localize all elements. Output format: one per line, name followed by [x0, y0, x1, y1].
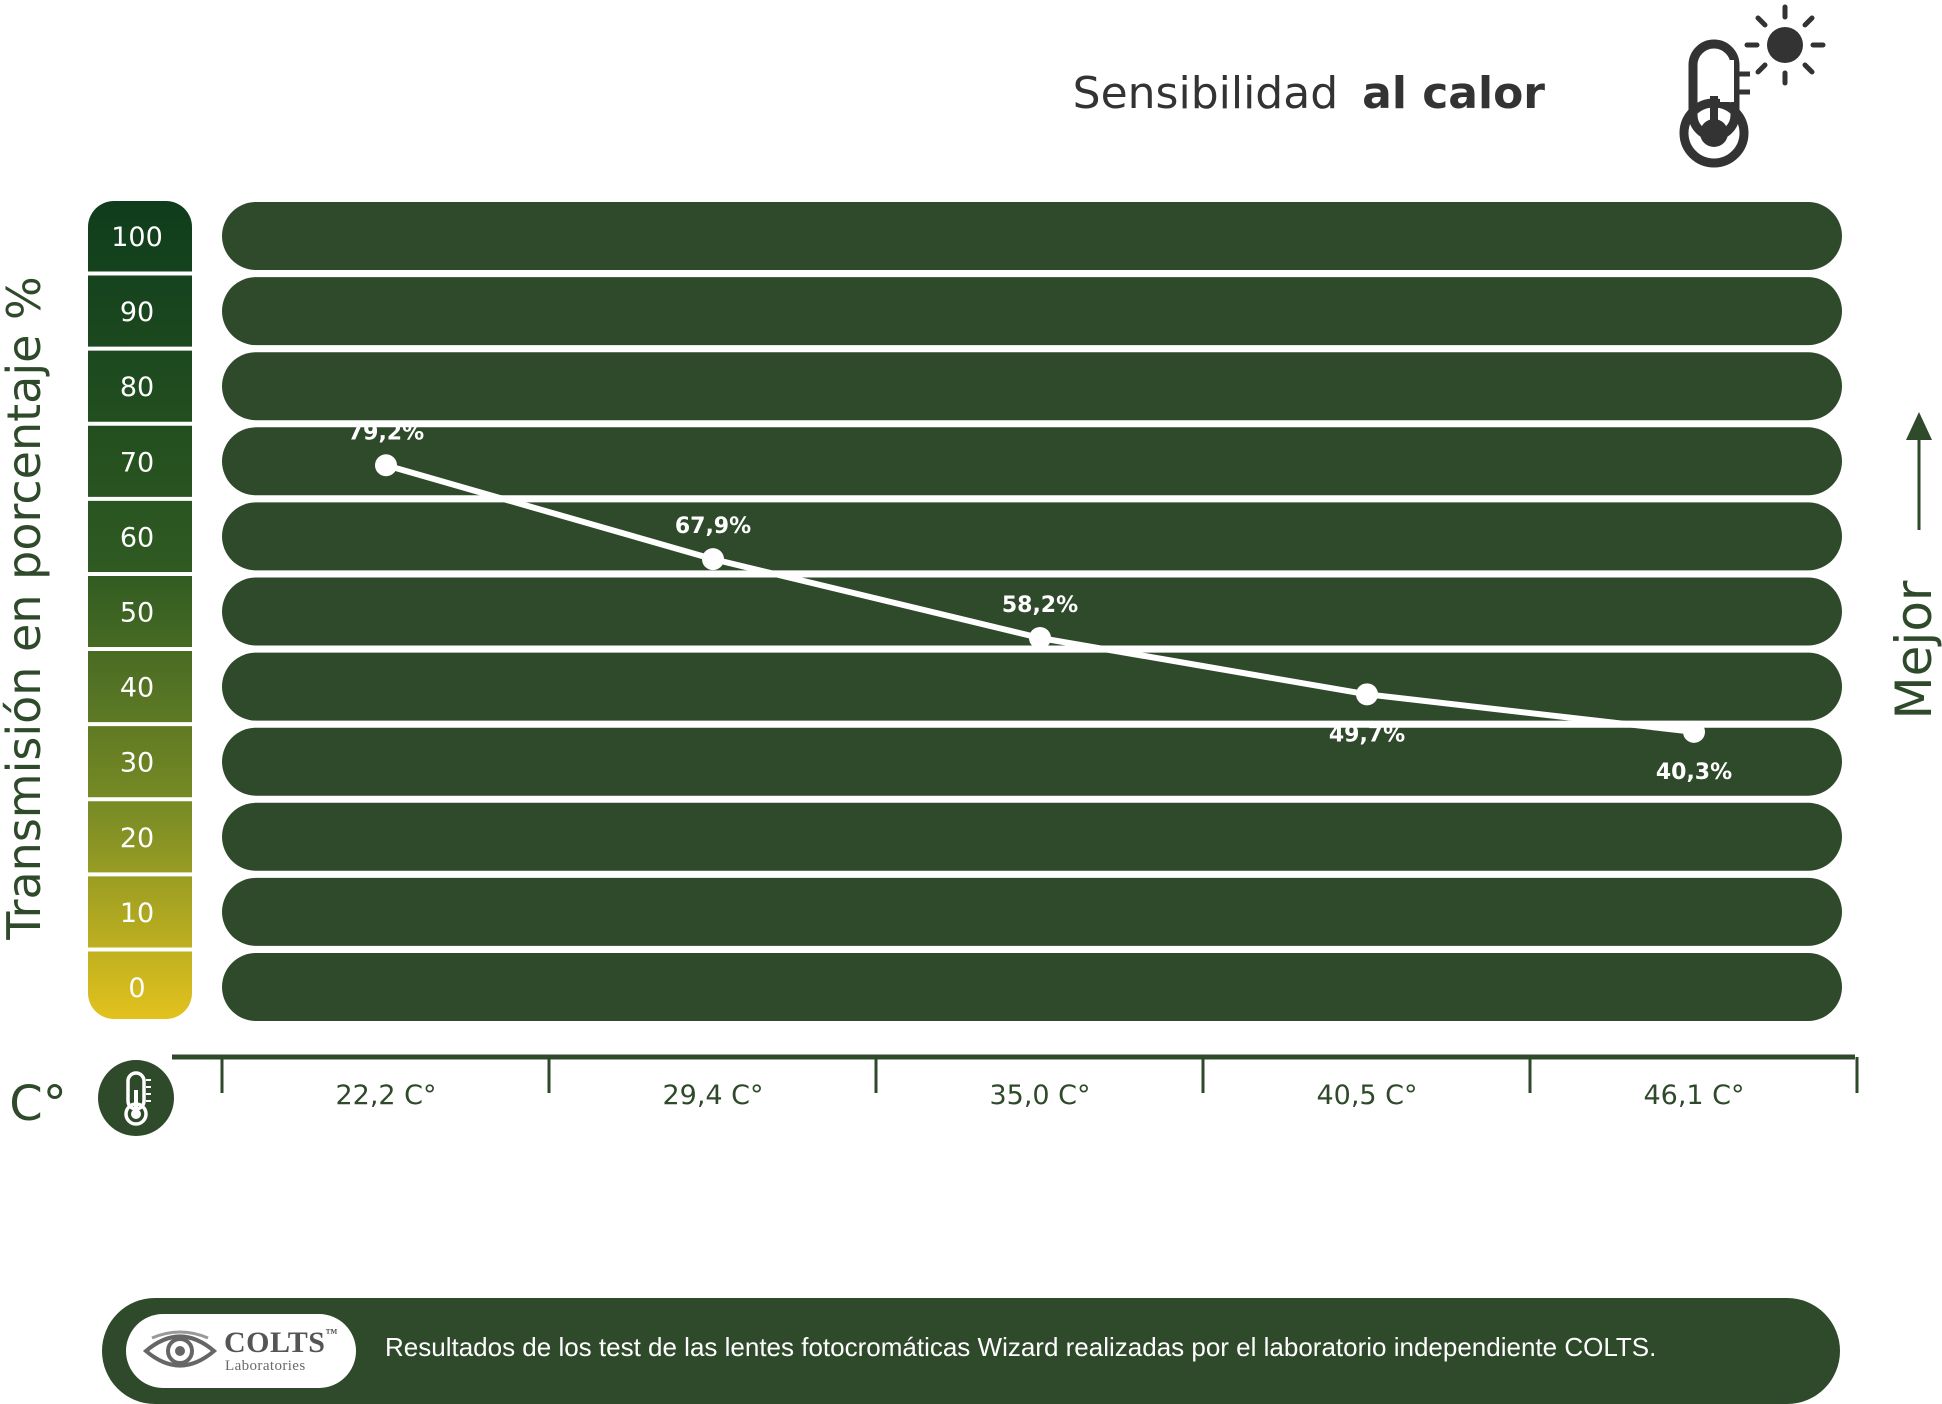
x-tick-label: 35,0 C° — [989, 1080, 1090, 1111]
y-tick-label: 60 — [120, 522, 154, 553]
thermometer-sun-icon — [1679, 4, 1826, 168]
y-tick-label: 20 — [120, 823, 154, 854]
grid-band — [222, 652, 1842, 721]
logo-subtitle: Laboratories — [225, 1358, 306, 1374]
data-point — [1683, 720, 1705, 743]
data-point — [1029, 626, 1051, 649]
thermometer-icon — [98, 1060, 174, 1136]
x-tick-label: 22,2 C° — [335, 1080, 436, 1111]
x-axis-label: C° — [9, 1076, 67, 1132]
y-tick-label: 90 — [120, 297, 154, 328]
better-label: Mejor — [1885, 580, 1942, 719]
grid-band — [222, 727, 1842, 796]
y-tick-label: 70 — [120, 447, 154, 478]
y-tick-label: 0 — [128, 973, 145, 1004]
x-tick-label: 29,4 C° — [662, 1080, 763, 1111]
thermometer-header-icon — [1679, 39, 1750, 168]
data-label: 67,9% — [675, 514, 751, 539]
y-tick-label: 30 — [120, 748, 154, 779]
data-label: 79,2% — [348, 420, 424, 445]
grid-band — [222, 877, 1842, 946]
footer-banner: COLTS™ Laboratories Resultados de los te… — [102, 1298, 1840, 1404]
x-tick-label: 40,5 C° — [1316, 1080, 1417, 1111]
grid-band — [222, 953, 1842, 1021]
x-tick-label: 46,1 C° — [1643, 1080, 1744, 1111]
data-label: 40,3% — [1656, 760, 1732, 785]
eye-icon — [142, 1330, 218, 1368]
colts-logo: COLTS™ Laboratories — [126, 1314, 356, 1388]
chart-title-bold: al calor — [1362, 68, 1545, 119]
footer-text: Resultados de los test de las lentes fot… — [385, 1332, 1657, 1362]
y-tick-label: 100 — [111, 222, 163, 253]
grid-band — [222, 202, 1842, 270]
data-point — [375, 454, 397, 477]
y-tick-label: 80 — [120, 372, 154, 403]
grid-band — [222, 427, 1842, 496]
y-scale-column — [88, 201, 192, 1019]
y-tick-label: 10 — [120, 898, 154, 929]
data-point — [1356, 683, 1378, 706]
y-tick-label: 40 — [120, 673, 154, 704]
grid-band — [222, 352, 1842, 421]
grid-band — [222, 502, 1842, 571]
grid-band — [222, 577, 1842, 646]
grid-band — [222, 277, 1842, 346]
data-label: 49,7% — [1329, 722, 1405, 747]
grid-band — [222, 802, 1842, 871]
y-axis-label: Transmisión en porcentaje % — [0, 276, 51, 941]
sun-icon — [1744, 4, 1826, 86]
data-label: 58,2% — [1002, 593, 1078, 618]
better-indicator: Mejor — [1885, 412, 1942, 719]
chart-title: Sensibilidad al calor — [1073, 68, 1546, 119]
data-point — [702, 548, 724, 571]
chart-title-regular: Sensibilidad — [1073, 68, 1338, 119]
y-tick-label: 50 — [120, 598, 154, 629]
logo-tm: ™ — [325, 1326, 338, 1340]
logo-name: COLTS™ — [224, 1326, 338, 1359]
